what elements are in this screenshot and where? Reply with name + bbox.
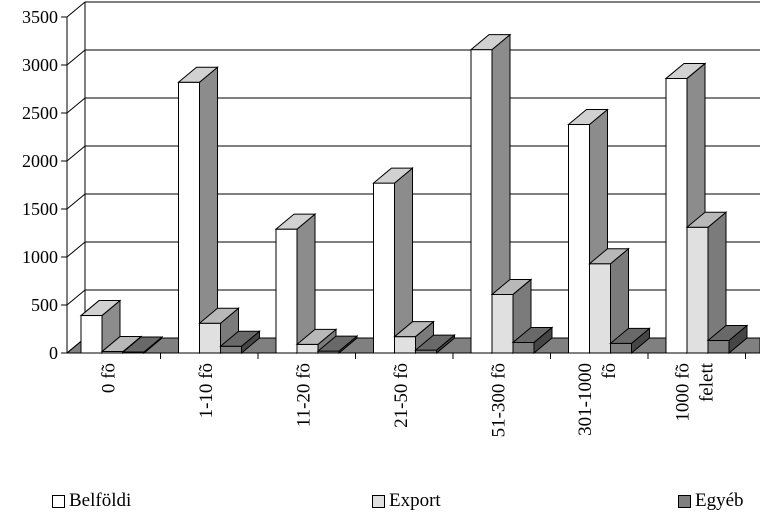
y-tick-label: 500 xyxy=(31,295,58,315)
x-tick-label: 1000 fõ xyxy=(673,363,694,422)
bar-front xyxy=(80,315,103,354)
legend-item-export: Export xyxy=(372,490,441,512)
bar-top xyxy=(567,109,609,126)
x-tick-label: 21-50 fõ xyxy=(391,363,412,428)
legend-label-export: Export xyxy=(389,490,441,511)
bar xyxy=(511,326,554,355)
bar-top xyxy=(609,327,651,344)
bar-top xyxy=(393,321,435,338)
y-tick-label: 2000 xyxy=(22,151,58,171)
bar-top xyxy=(588,248,630,265)
legend-label-egyeb: Egyéb xyxy=(695,490,744,511)
bar-top xyxy=(511,326,554,343)
bar xyxy=(121,335,164,355)
bar-top xyxy=(121,336,164,353)
x-tick-label: 301-1000 xyxy=(575,363,596,436)
bar xyxy=(219,330,261,355)
bar xyxy=(372,167,414,355)
bar-top xyxy=(706,325,749,342)
bar xyxy=(706,324,749,355)
bar-front xyxy=(686,226,709,354)
bar xyxy=(609,327,651,355)
bar-top xyxy=(274,213,317,230)
bar-top xyxy=(295,328,338,345)
bar-front xyxy=(394,336,416,354)
legend-item-belfoldi: Belföldi xyxy=(52,490,131,512)
bar-front xyxy=(470,49,493,354)
bar-front xyxy=(512,341,535,354)
y-tick-diagonal xyxy=(66,289,86,306)
bar-top xyxy=(469,34,512,51)
bar-top xyxy=(316,335,359,352)
legend-label-belfoldi: Belföldi xyxy=(69,490,132,511)
bar-front xyxy=(178,81,200,354)
legend: Belföldi Export Egyéb xyxy=(0,490,760,514)
bar xyxy=(177,66,219,355)
bar-front xyxy=(610,342,632,354)
legend-swatch-belfoldi xyxy=(52,494,65,508)
x-tick-label: 51-300 fõ xyxy=(489,363,510,437)
y-tick-label: 1000 xyxy=(22,247,58,267)
y-tick-diagonal xyxy=(66,49,86,66)
bar-front xyxy=(373,182,395,354)
bar-top xyxy=(685,211,728,228)
y-tick-label: 2500 xyxy=(22,103,58,123)
bar xyxy=(685,211,728,355)
bar-top xyxy=(414,334,456,351)
bar-top xyxy=(372,167,414,184)
bar-front xyxy=(568,124,590,354)
bar-front xyxy=(707,340,730,354)
y-tick-label: 0 xyxy=(49,343,58,363)
y-tick-diagonal xyxy=(66,97,86,114)
y-tick-label: 3500 xyxy=(22,7,58,27)
bar-top xyxy=(664,62,707,79)
y-tick-diagonal xyxy=(66,241,86,258)
bar-top xyxy=(79,300,122,317)
bar-front xyxy=(589,263,611,354)
y-axis: 0 500 1000 1500 2000 2500 3000 3500 xyxy=(22,1,86,363)
bar xyxy=(274,213,317,355)
x-tick-label: fõ xyxy=(599,363,620,379)
bar-front xyxy=(220,345,242,354)
legend-swatch-export xyxy=(372,494,385,508)
legend-swatch-egyeb xyxy=(678,494,691,508)
y-tick-diagonal xyxy=(66,193,86,210)
bar-top xyxy=(177,66,219,83)
y-tick-label: 3000 xyxy=(22,55,58,75)
bar-front xyxy=(665,77,688,354)
bar xyxy=(469,33,512,355)
bar xyxy=(316,335,359,355)
y-tick-diagonal xyxy=(66,1,86,18)
x-tick-label: 11-20 fõ xyxy=(294,363,315,427)
bar xyxy=(393,320,435,355)
x-tick-label: 0 fõ xyxy=(99,363,120,393)
y-tick-diagonal xyxy=(66,145,86,162)
bar-front xyxy=(199,322,221,354)
bar xyxy=(588,247,630,355)
bar-top xyxy=(490,278,533,295)
legend-item-egyeb: Egyéb xyxy=(678,490,744,512)
bars xyxy=(79,33,749,355)
y-tick-label: 1500 xyxy=(22,199,58,219)
x-tick-label: 1-10 fõ xyxy=(196,363,217,418)
bar-top xyxy=(219,330,261,347)
bar-front xyxy=(296,343,319,354)
bar-front xyxy=(275,228,298,354)
bar-front xyxy=(491,293,514,354)
bar-top xyxy=(198,307,240,324)
x-tick-label: felett xyxy=(697,362,718,402)
bar xyxy=(198,307,240,355)
bar xyxy=(414,334,456,355)
